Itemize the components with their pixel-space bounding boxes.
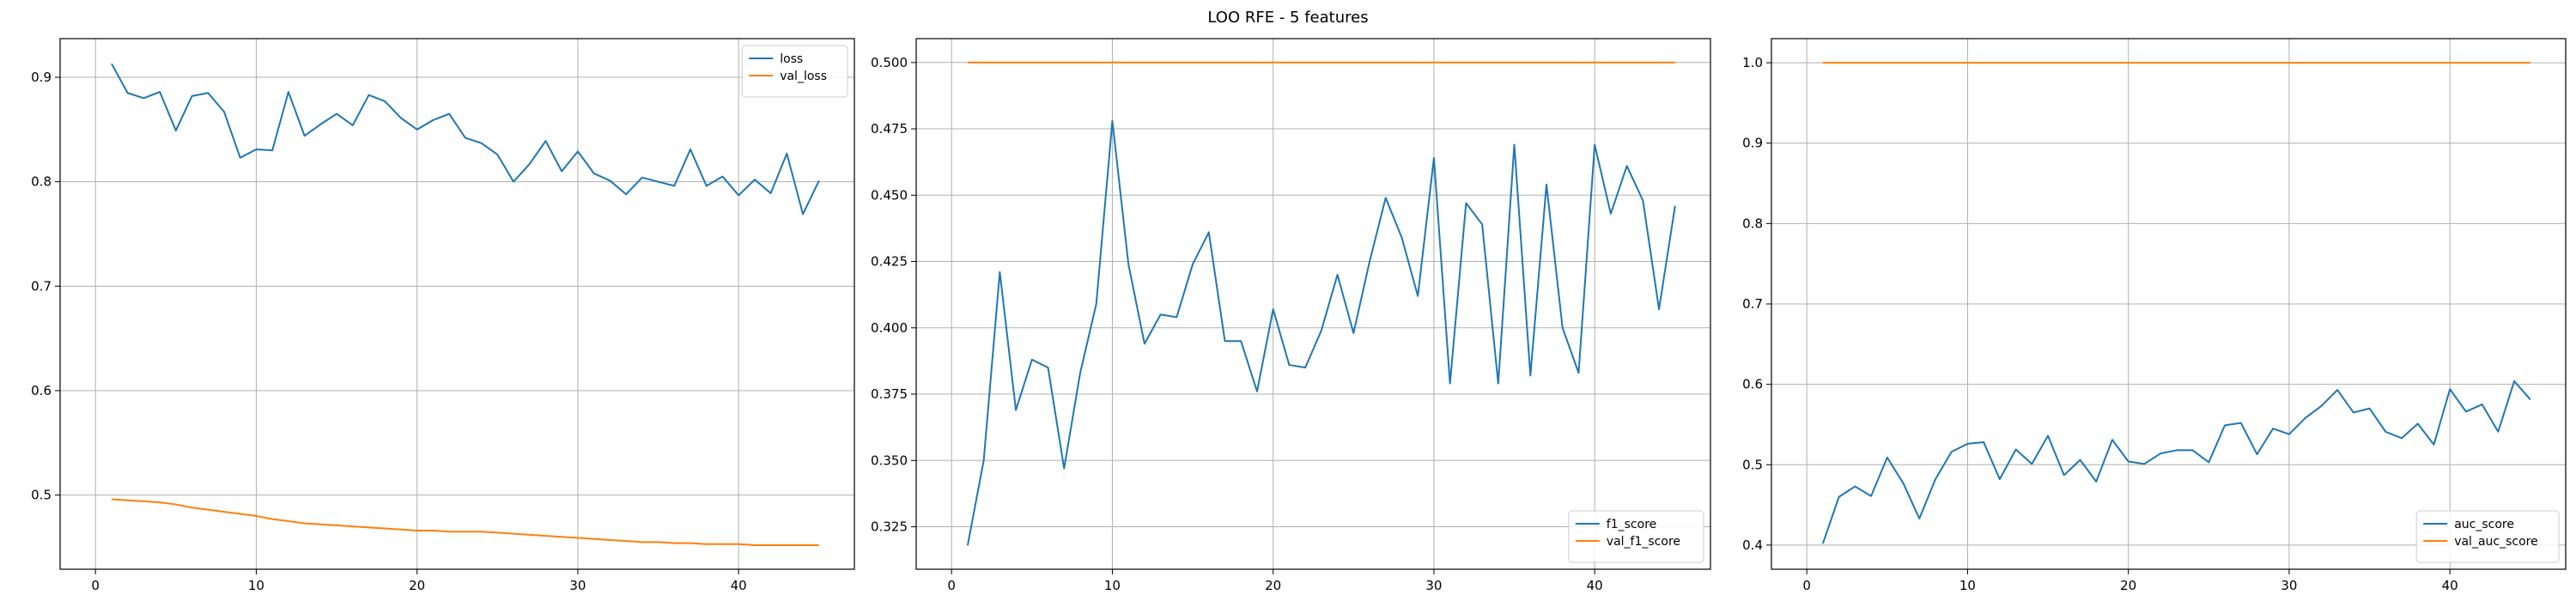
x-tick-label: 40	[2442, 578, 2458, 593]
y-tick-label: 1.0	[1742, 55, 1763, 70]
x-tick-label: 10	[248, 578, 264, 593]
legend-label: val_loss	[780, 70, 827, 83]
y-tick-label: 0.5	[31, 488, 52, 503]
axes-frame	[59, 38, 855, 570]
axes-frame	[915, 38, 1711, 570]
grid	[916, 39, 1710, 569]
x-tick-label: 10	[1104, 578, 1121, 593]
legend: auc_score val_auc_score	[2415, 510, 2560, 563]
y-tick-label: 0.6	[31, 383, 52, 398]
x-tick-label: 30	[569, 578, 586, 593]
y-tick-label: 0.450	[871, 187, 908, 203]
x-tick-label: 40	[1587, 578, 1603, 593]
legend-label: val_auc_score	[2454, 535, 2538, 549]
series-line-loss	[111, 63, 820, 216]
y-tick-label: 0.9	[1742, 136, 1763, 151]
y-tick-label: 0.9	[31, 70, 52, 85]
y-tick-label: 0.475	[871, 121, 908, 137]
y-tick-label: 0.7	[1742, 296, 1763, 312]
y-tick-label: 0.8	[31, 174, 52, 190]
y-tick-label: 0.6	[1742, 377, 1763, 392]
series-line-val-loss	[111, 498, 819, 547]
x-tick-label: 0	[1802, 578, 1811, 593]
x-tick-label: 20	[1265, 578, 1281, 593]
y-tick-label: 0.7	[31, 278, 52, 294]
x-tick-label: 0	[947, 578, 956, 593]
grid	[60, 39, 854, 569]
figure-title: LOO RFE - 5 features	[1207, 9, 1369, 27]
y-tick-label: 0.500	[871, 55, 908, 70]
x-tick-label: 10	[1959, 578, 1976, 593]
series-line-auc-score	[1821, 379, 2531, 544]
f1-score-chart: 0 10 20 30 40 0.325 0.350 0.375 0.400 0.425 0.450 0…	[871, 38, 1711, 593]
x-tick-label: 0	[91, 578, 100, 593]
legend: f1_score val_f1_score	[1568, 510, 1704, 563]
x-tick-label: 20	[409, 578, 425, 593]
y-tick-label: 0.5	[1742, 457, 1763, 472]
y-tick-label: 0.325	[871, 519, 908, 535]
legend-label: val_f1_score	[1607, 535, 1680, 549]
axes-frame	[1771, 38, 2567, 570]
auc-score-chart: 0 10 20 30 40 0.4 0.5 0.6 0.7 0.8 0.9 1.0 auc_scorev…	[1742, 38, 2567, 593]
series-line-f1-score	[966, 119, 1676, 546]
legend: loss val_loss	[741, 45, 848, 98]
y-tick-label: 0.4	[1742, 537, 1763, 553]
grid	[1771, 39, 2566, 569]
y-tick-label: 0.400	[871, 320, 908, 336]
x-tick-label: 30	[2281, 578, 2297, 593]
legend-label: auc_score	[2454, 518, 2514, 531]
y-tick-label: 0.350	[871, 452, 908, 468]
y-tick-label: 0.375	[871, 386, 908, 402]
legend-label: f1_score	[1607, 518, 1656, 531]
legend-box	[2415, 510, 2560, 563]
legend-box	[1568, 510, 1704, 563]
y-tick-label: 0.425	[871, 254, 908, 270]
x-tick-label: 40	[731, 578, 747, 593]
legend-label: loss	[780, 52, 803, 66]
y-tick-label: 0.8	[1742, 216, 1763, 231]
loss-chart: 0 10 20 30 40 0.5 0.6 0.7 0.8 0.9 loss val_loss	[31, 38, 855, 593]
x-tick-label: 20	[2120, 578, 2136, 593]
x-tick-label: 30	[1425, 578, 1442, 593]
